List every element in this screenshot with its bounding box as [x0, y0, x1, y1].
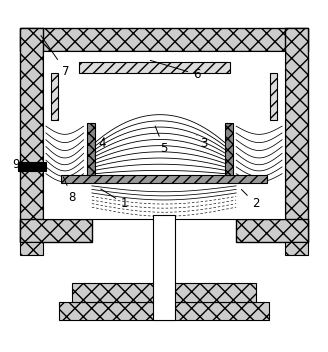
Text: 5: 5 [155, 126, 168, 155]
Bar [20, 29, 308, 51]
Text: 8: 8 [63, 177, 76, 204]
Bar [285, 29, 308, 241]
Bar [59, 302, 269, 320]
Text: 3: 3 [197, 135, 207, 150]
Bar [20, 241, 43, 255]
Bar [61, 175, 267, 183]
Bar [79, 62, 230, 73]
Bar [87, 123, 95, 175]
Text: 9: 9 [13, 158, 20, 171]
Text: 7: 7 [41, 36, 69, 77]
Text: 6: 6 [150, 60, 200, 81]
Bar [20, 219, 92, 241]
Text: 4: 4 [98, 137, 105, 150]
Bar [270, 73, 277, 120]
Bar [18, 162, 46, 171]
Bar [51, 73, 58, 120]
Bar [285, 241, 308, 255]
Bar [20, 29, 43, 241]
Bar [154, 215, 174, 320]
Bar [236, 219, 308, 241]
Bar [72, 283, 256, 302]
Bar [43, 51, 285, 219]
Text: 2: 2 [241, 189, 259, 210]
Text: 1: 1 [101, 189, 128, 210]
Bar [225, 123, 233, 175]
